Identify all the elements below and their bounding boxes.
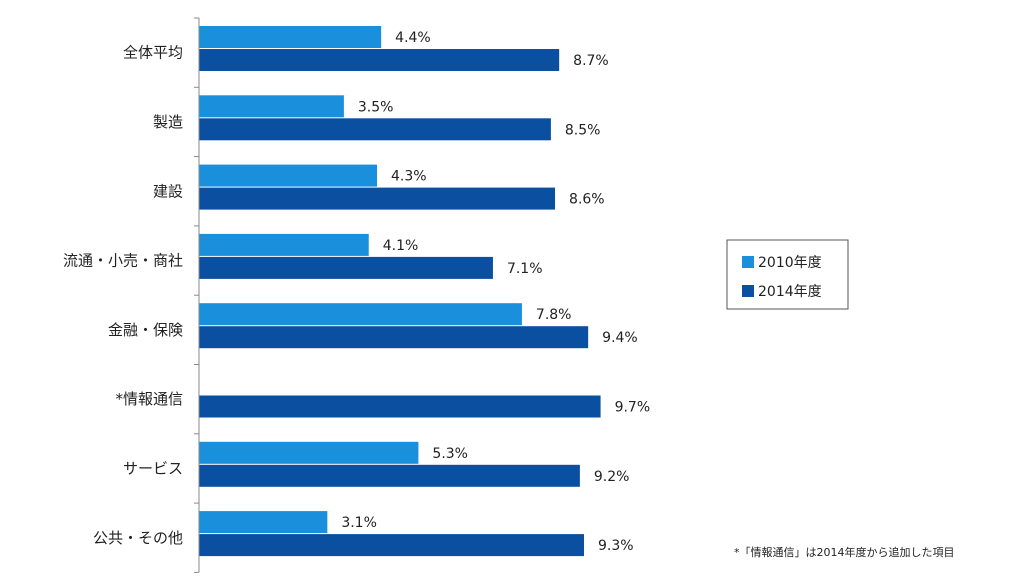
bar-2010 [199,26,382,48]
value-label: 7.8% [536,307,572,323]
value-label: 4.4% [395,30,431,46]
category-label: *情報通信 [115,390,183,408]
legend-box [726,239,849,310]
bar-2014 [199,49,560,71]
value-label: 9.2% [594,469,630,485]
bar-2010 [199,164,378,187]
bar-2014 [199,395,601,418]
category-label: 流通・小売・商社 [63,252,183,270]
bar-2010 [199,441,419,464]
value-label: 3.5% [358,99,394,115]
bar-2010 [199,303,522,326]
value-labels: 4.4% 8.7% 3.5% 8.5% 4.3% 8.6% 4.1% 7.1% 7.8% 9.4%… [341,30,650,554]
legend-label-2014: 2014年度 [758,284,822,300]
legend-label-2010: 2010年度 [758,255,822,271]
footnote: *「情報通信」は2014年度から追加した項目 [734,545,955,559]
category-label: 全体平均 [123,44,183,62]
bars-layer [199,26,601,557]
category-label: 製造 [153,113,183,131]
value-label: 7.1% [507,261,543,277]
value-label: 8.6% [569,192,605,208]
bar-2010 [199,511,328,534]
category-label: 金融・保険 [108,321,183,339]
bar-2014 [199,326,589,349]
value-label: 4.3% [391,169,427,185]
axis-layer [194,17,200,573]
bar-2014 [199,256,493,279]
bar-2014 [199,187,556,210]
legend-swatch-2010 [742,256,754,268]
value-label: 9.3% [598,538,634,554]
category-label: 公共・その他 [93,529,183,547]
category-label: サービス [123,459,183,477]
value-label: 8.5% [565,122,601,138]
value-label: 8.7% [573,53,609,69]
legend: 2010年度 2014年度 [726,239,849,310]
value-label: 4.1% [383,238,419,254]
value-label: 5.3% [432,446,468,462]
category-label: 建設 [153,182,183,200]
bar-2014 [199,464,580,487]
legend-swatch-2014 [742,285,754,297]
value-label: 9.4% [602,330,638,346]
bar-2010 [199,95,344,118]
bar-2014 [199,534,585,557]
bar-2014 [199,118,551,141]
bar-2010 [199,233,369,256]
value-label: 9.7% [615,400,651,416]
value-label: 3.1% [341,515,377,531]
